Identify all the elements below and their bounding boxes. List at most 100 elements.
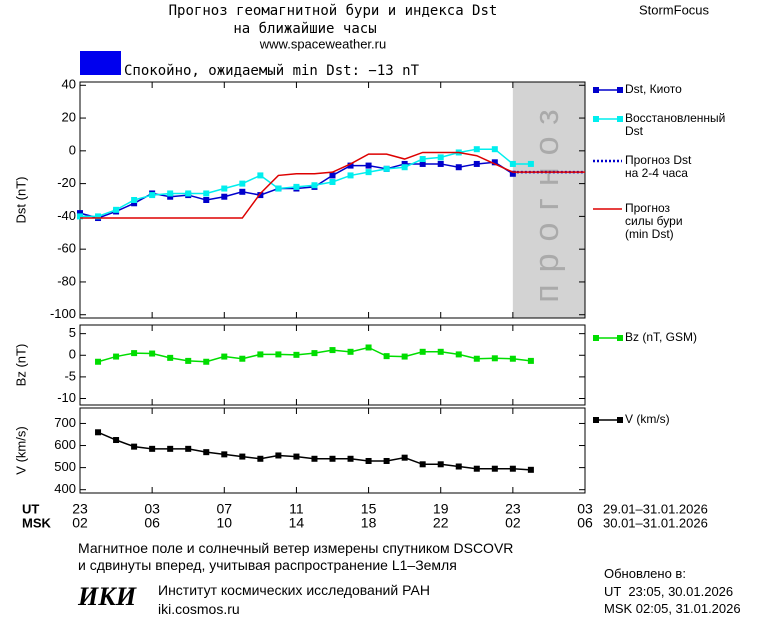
marker [365,169,372,176]
marker [113,353,120,360]
y-tick-label: 5 [69,325,76,340]
forecast-band [512,82,585,318]
marker [203,197,210,203]
legend-marker [593,335,599,341]
marker [167,354,174,361]
marker [347,348,354,355]
marker [401,164,408,171]
legend-marker [593,116,599,122]
y-tick-label: 0 [69,142,76,157]
marker [437,160,444,167]
x2-tick-label: 06 [144,515,160,531]
y-axis-label: V (km/s) [13,426,28,474]
marker [473,465,480,472]
marker [419,348,426,355]
x2-tick-label: 02 [505,515,521,531]
marker [473,355,480,362]
x2-tick-label: 14 [289,515,305,531]
marker [527,160,534,167]
marker [149,445,156,452]
title: Прогноз геомагнитной бури и индекса Dst [169,3,498,19]
marker [329,172,336,179]
x-tick-label: 19 [433,501,449,517]
y-tick-label: -100 [50,306,76,321]
marker [275,452,282,459]
marker [239,453,246,460]
note-line: и сдвинуты вперед, учитывая распростране… [78,557,457,573]
marker [491,159,498,166]
marker [131,350,138,357]
marker [491,355,498,362]
logo: ИКИ [78,582,137,611]
legend-entry: Прогноз Dst на 2-4 часа [625,153,692,180]
marker [149,350,156,357]
marker [437,348,444,355]
marker [293,351,300,358]
marker [257,172,264,179]
marker [329,178,336,185]
marker [419,461,426,468]
series-line [80,148,531,218]
marker [437,154,444,161]
legend-entry: Bz (nT, GSM) [625,330,698,344]
marker [77,213,83,220]
marker [383,353,390,360]
marker [239,188,246,195]
marker [311,455,318,462]
marker [293,183,300,190]
marker [473,146,480,153]
marker [347,172,354,179]
y-axis-label: Dst (nT) [13,177,28,224]
marker [311,350,318,357]
updated-msk: MSK 02:05, 31.01.2026 [604,601,741,616]
marker [509,465,516,472]
marker [131,443,138,450]
marker [365,162,372,169]
legend-marker [617,417,623,423]
legend-marker [617,87,623,93]
marker [473,160,480,167]
legend-entry: V (km/s) [625,412,670,426]
x2-tick-label: 10 [216,515,232,531]
legend-marker [617,335,623,341]
marker [365,344,372,351]
y-tick-label: -20 [57,175,76,190]
marker [203,358,210,365]
y-tick-label: 700 [54,415,76,430]
marker [221,185,228,192]
marker [221,353,228,360]
x-axis-label: UT [22,501,39,516]
marker [149,192,156,199]
marker [275,351,282,358]
marker [437,461,444,468]
marker [365,457,372,464]
y-tick-label: 400 [54,481,76,496]
y-tick-label: -5 [64,368,76,383]
y-tick-label: -40 [57,208,76,223]
marker [257,351,264,358]
date-range: 30.01–31.01.2026 [603,515,708,530]
marker [527,357,534,364]
forecast-label: прогноз [528,97,566,303]
marker [419,160,426,167]
marker [509,160,516,167]
plot-frame [79,324,586,406]
marker [383,165,390,172]
y-tick-label: -60 [57,241,76,256]
x2-tick-label: 06 [577,515,593,531]
marker [167,193,174,200]
x-tick-label: 23 [72,501,88,517]
marker [257,455,264,462]
x-tick-label: 03 [144,501,160,517]
x-tick-label: 23 [505,501,521,517]
legend-marker [593,87,599,93]
marker [509,170,516,177]
marker [347,455,354,462]
updated-ut: UT 23:05, 30.01.2026 [604,584,734,599]
marker [383,457,390,464]
institute: Институт космических исследований РАН [158,582,430,598]
marker [239,180,246,187]
marker [113,206,120,213]
marker [491,465,498,472]
